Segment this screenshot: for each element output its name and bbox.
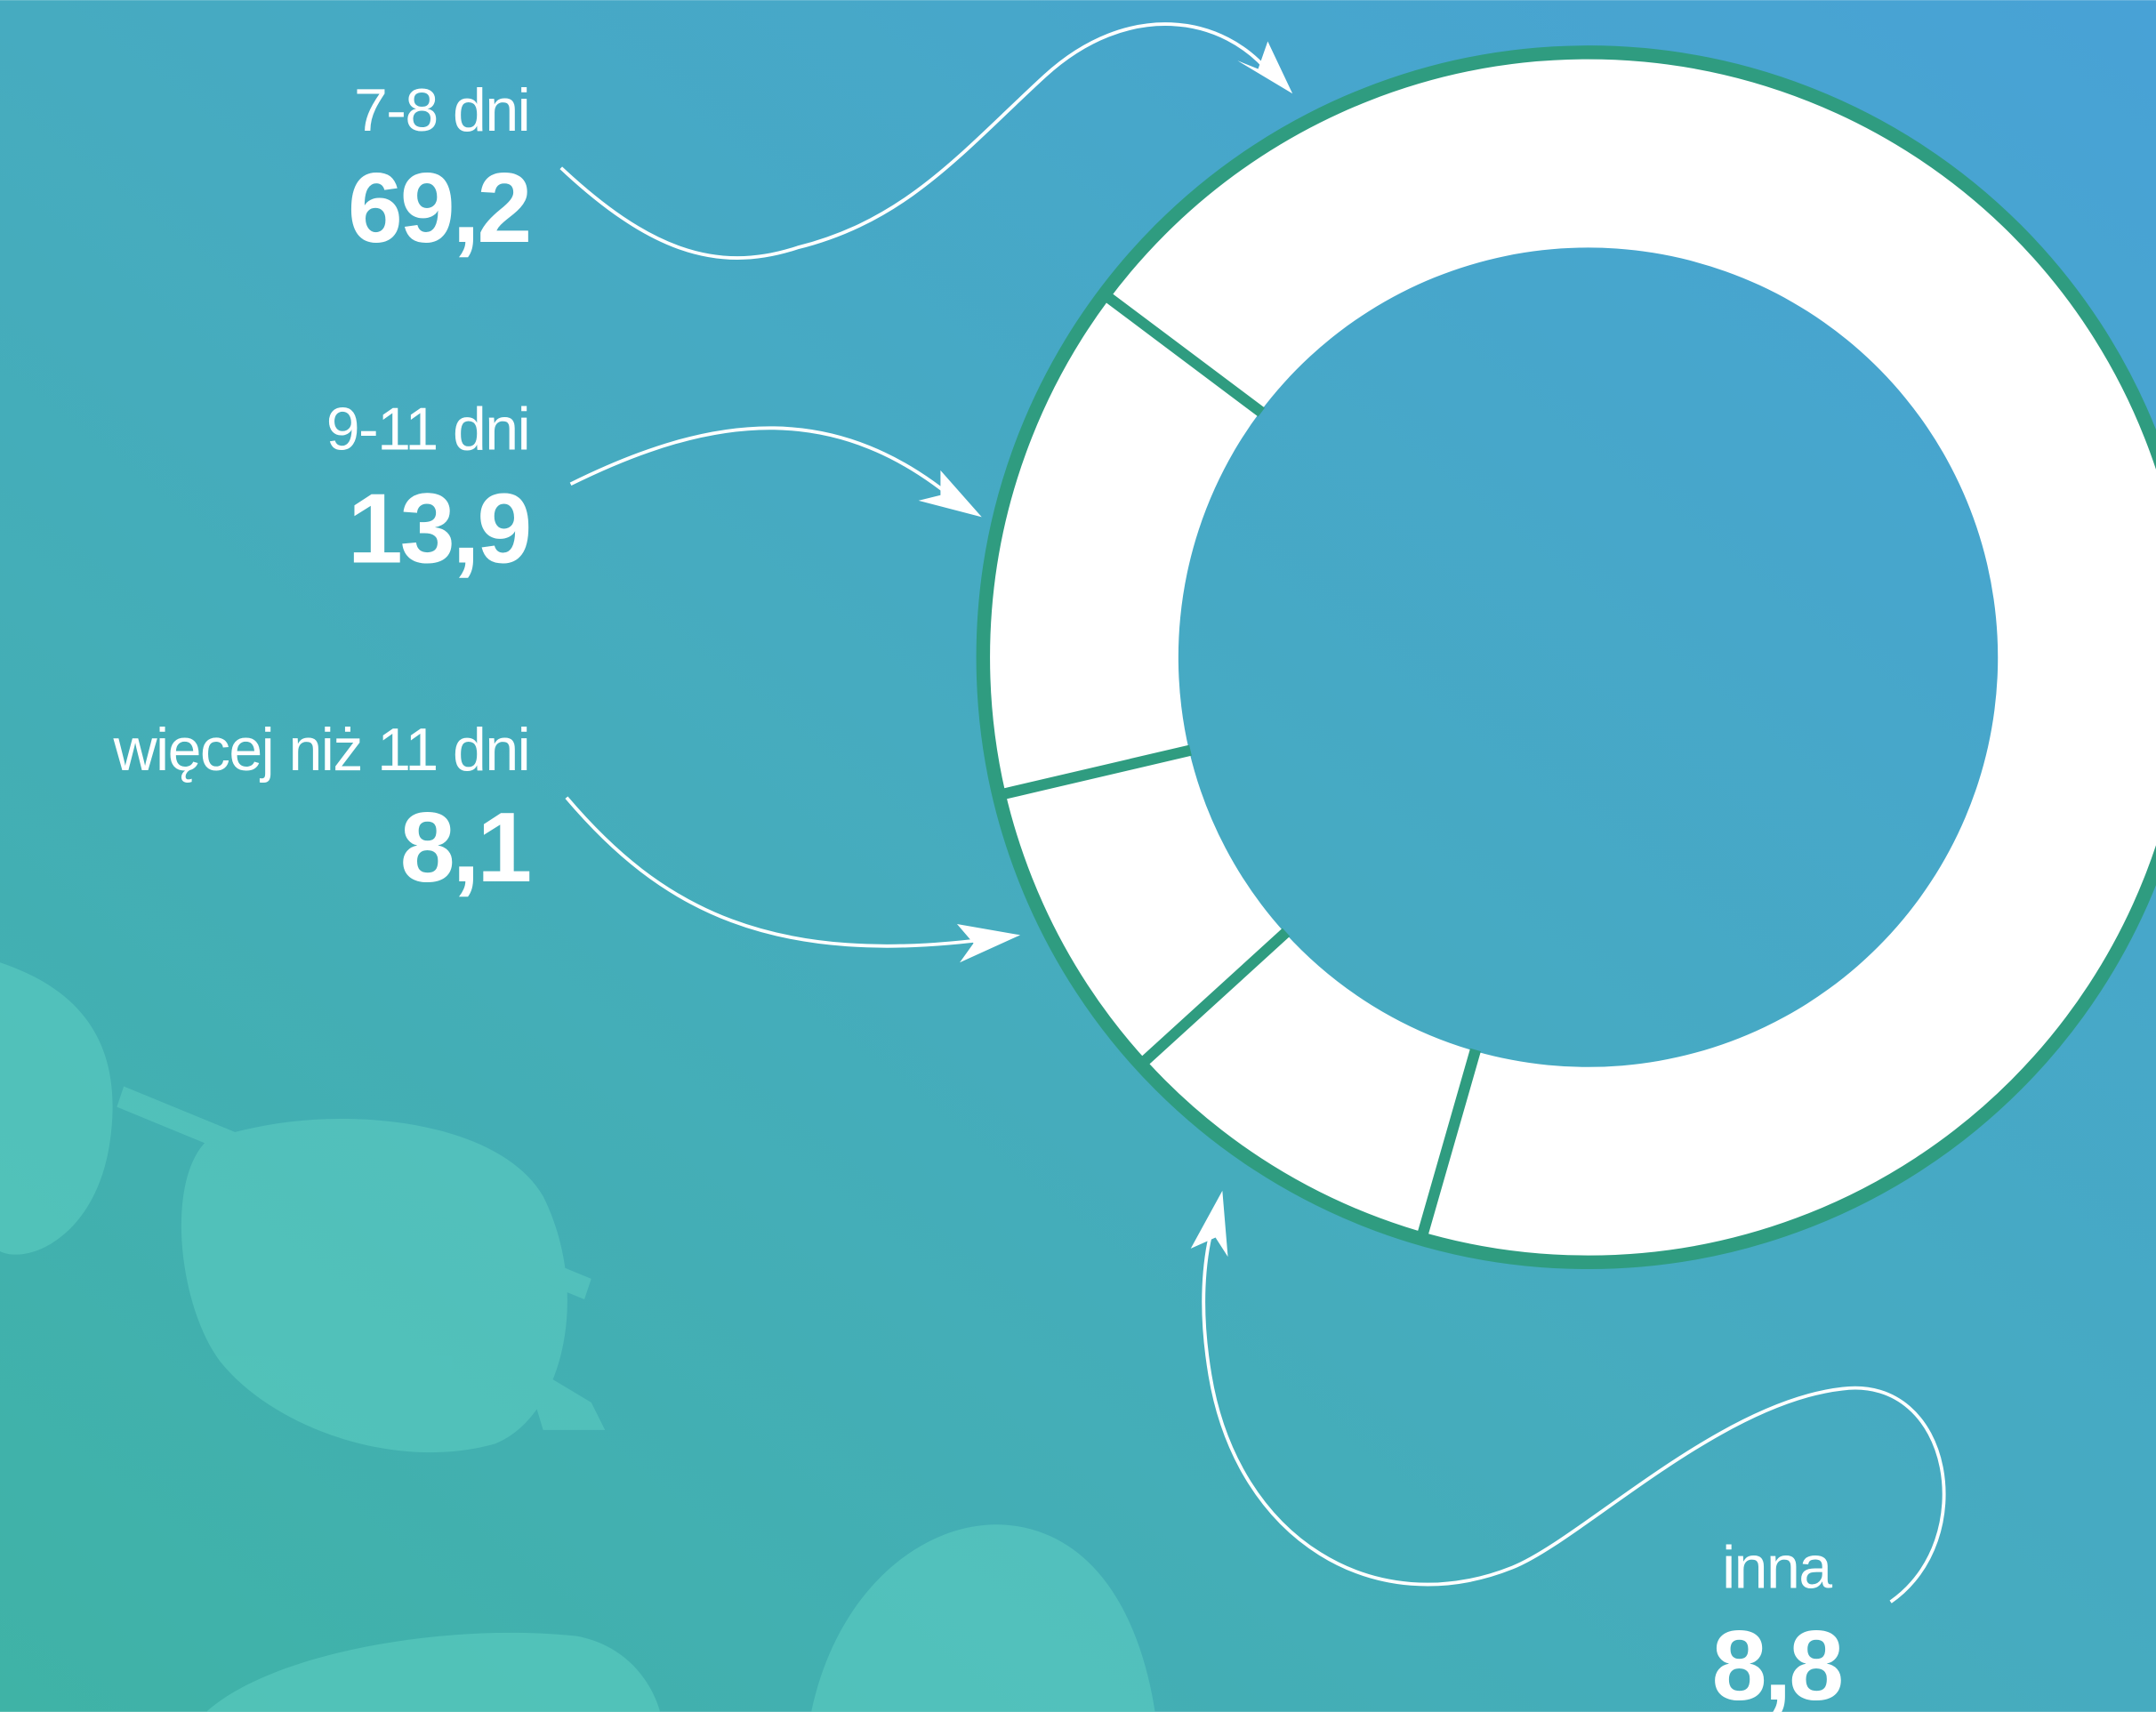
arrow [1202, 1209, 1946, 1603]
donut [976, 45, 2156, 1269]
donut-segment [1140, 933, 1476, 1239]
value-label: 8,8 [1712, 1610, 1842, 1712]
labels: 7-8 dni 69,2 9-11 dni 13,9 więcej niż 11 dni… [112, 76, 1844, 1712]
donut-rim [976, 45, 2156, 1269]
category-label: 7-8 dni [354, 76, 529, 144]
arrowhead [1190, 1190, 1228, 1258]
arrow [559, 22, 1274, 260]
donut-segment [999, 750, 1285, 1065]
arrow [565, 796, 998, 948]
value-label: 69,2 [348, 152, 529, 263]
value-label: 8,1 [400, 792, 530, 903]
category-label: więcej niż 11 dni [112, 716, 529, 784]
arrowhead [918, 470, 982, 518]
value-label: 13,9 [348, 472, 529, 583]
segment-divider [1137, 928, 1291, 1069]
category-label: inna [1722, 1534, 1832, 1602]
donut-segment [1104, 52, 2156, 1263]
arrow [569, 426, 964, 508]
decoration [0, 962, 1155, 1712]
category-label: 9-11 dni [326, 396, 529, 463]
arrows [559, 22, 1946, 1603]
segment-divider [1100, 289, 1265, 417]
segment-divider [997, 744, 1192, 800]
arrowhead [1237, 41, 1293, 94]
arrowhead [956, 924, 1021, 963]
segment-divider [1416, 1048, 1481, 1241]
donut-segment [983, 293, 1261, 795]
